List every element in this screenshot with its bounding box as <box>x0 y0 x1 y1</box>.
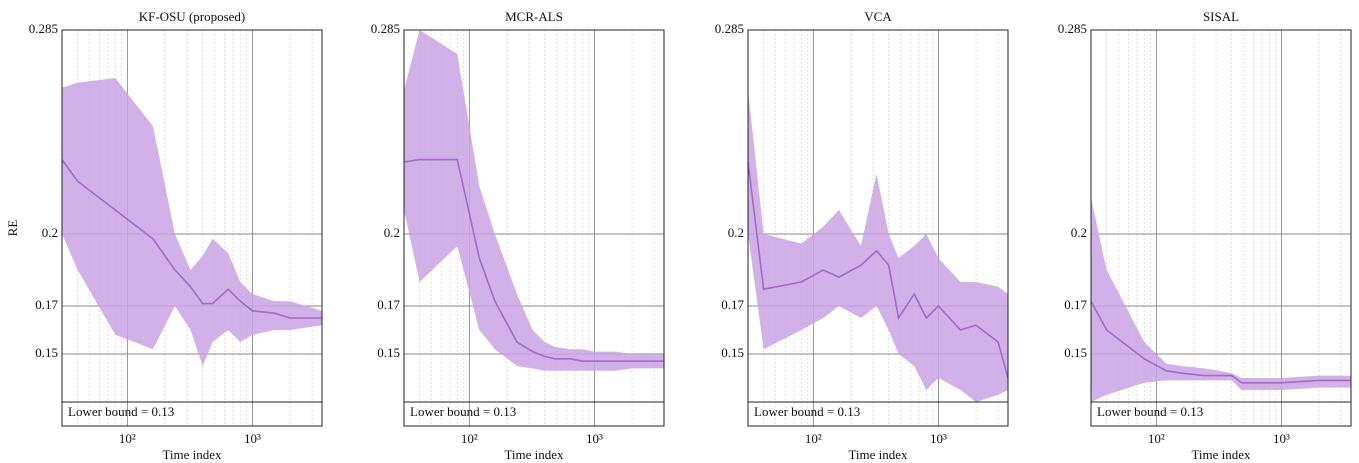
y-tick-label: 0.17 <box>35 297 58 312</box>
x-axis-label: Time index <box>162 447 222 462</box>
y-tick-label: 0.17 <box>1064 297 1087 312</box>
y-tick-label: 0.2 <box>42 225 58 240</box>
plot-frame <box>1090 29 1352 427</box>
confidence-band <box>62 78 322 366</box>
lower-bound-label: Lower bound = 0.13 <box>410 404 516 419</box>
x-axis-label: Time index <box>848 447 908 462</box>
plot-frame <box>403 29 665 427</box>
y-tick-label: 0.285 <box>1058 21 1087 36</box>
confidence-band <box>404 30 664 371</box>
mean-line <box>61 159 322 319</box>
x-tick-label: 10² <box>805 431 822 446</box>
lower-bound-label: Lower bound = 0.13 <box>754 404 860 419</box>
lower-bound-label: Lower bound = 0.13 <box>68 404 174 419</box>
x-tick-label: 10² <box>461 431 478 446</box>
y-tick-label: 0.2 <box>1071 225 1087 240</box>
subplot-title: KF-OSU (proposed) <box>139 9 246 24</box>
lower-bound-label: Lower bound = 0.13 <box>1097 404 1203 419</box>
y-tick-label: 0.15 <box>35 345 58 360</box>
y-tick-label: 0.285 <box>371 21 400 36</box>
plot-frame <box>747 29 1009 427</box>
plot-frame <box>61 29 323 427</box>
x-tick-label: 10³ <box>586 431 603 446</box>
y-tick-label: 0.15 <box>721 345 744 360</box>
subplot-title: VCA <box>864 9 892 24</box>
y-tick-label: 0.15 <box>377 345 400 360</box>
x-tick-label: 10³ <box>244 431 261 446</box>
x-tick-label: 10² <box>119 431 136 446</box>
x-axis-label: Time index <box>1191 447 1251 462</box>
subplot-title: MCR-ALS <box>505 9 563 24</box>
mean-line <box>747 161 1009 379</box>
x-tick-label: 10³ <box>930 431 947 446</box>
mean-line <box>1090 300 1351 384</box>
confidence-band <box>1091 198 1351 402</box>
y-tick-label: 0.15 <box>1064 345 1087 360</box>
mean-line <box>403 158 664 363</box>
x-tick-label: 10³ <box>1273 431 1290 446</box>
y-tick-label: 0.285 <box>29 21 58 36</box>
y-tick-label: 0.17 <box>377 297 400 312</box>
y-tick-label: 0.2 <box>384 225 400 240</box>
subplot-title: SISAL <box>1203 9 1239 24</box>
x-tick-label: 10² <box>1148 431 1165 446</box>
confidence-band <box>748 90 1008 402</box>
x-axis-label: Time index <box>504 447 564 462</box>
y-axis-label: RE <box>5 220 20 237</box>
y-tick-label: 0.17 <box>721 297 744 312</box>
y-tick-label: 0.2 <box>728 225 744 240</box>
y-tick-label: 0.285 <box>715 21 744 36</box>
